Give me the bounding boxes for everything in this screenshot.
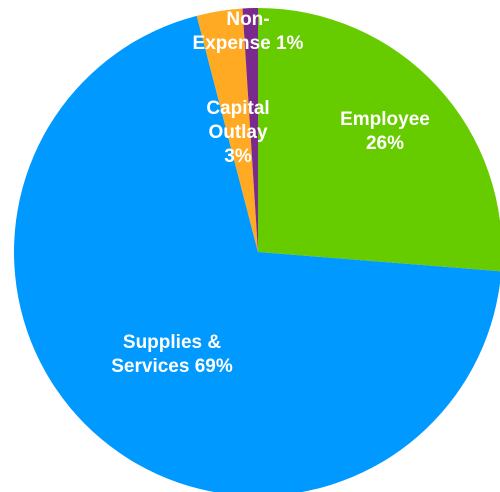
slice-label-line: Services 69%: [111, 356, 233, 377]
slice-label-line: Expense 1%: [193, 33, 304, 54]
slice-label-line: 3%: [224, 146, 252, 167]
pie-slices: [14, 8, 500, 492]
slice-label-line: Employee: [340, 109, 430, 130]
slice-label-line: Supplies &: [123, 332, 221, 353]
slice-label-line: Outlay: [208, 122, 268, 143]
slice-label-line: 26%: [366, 133, 404, 154]
slice-label-line: Non-: [226, 9, 269, 30]
slice-label-line: Capital: [206, 98, 269, 119]
